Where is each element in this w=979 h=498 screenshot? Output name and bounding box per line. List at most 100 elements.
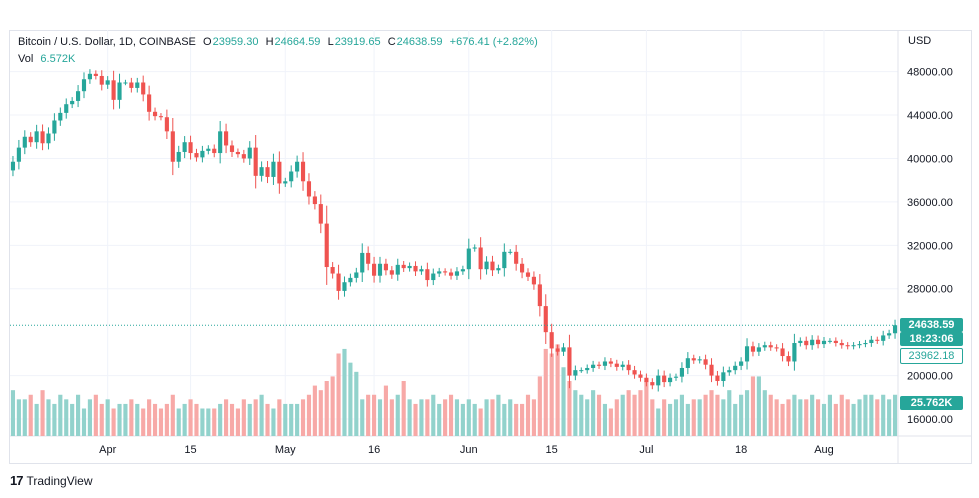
volume-bar — [377, 399, 383, 436]
chart-frame[interactable] — [9, 30, 972, 464]
candle-body — [135, 82, 140, 88]
volume-bar — [111, 408, 116, 436]
time-tick-label: 15 — [546, 444, 558, 456]
price-tick-label: 20000.00 — [907, 371, 953, 383]
volume-bar — [715, 394, 720, 436]
candle-body — [750, 346, 756, 352]
volume-bar — [875, 399, 880, 436]
candle-body — [419, 269, 424, 272]
candle-body — [123, 82, 128, 84]
candle-body — [715, 375, 720, 382]
volume-bar — [804, 399, 809, 436]
price-tick-label: 32000.00 — [907, 240, 953, 252]
volume-bar — [561, 367, 566, 436]
candle-body — [87, 73, 92, 80]
volume-bar — [721, 399, 726, 436]
volume-bar — [490, 399, 495, 436]
volume-bar — [164, 403, 169, 436]
volume-bar — [827, 394, 832, 436]
candle-body — [200, 150, 205, 158]
candle-body — [81, 79, 87, 92]
candle-body — [300, 161, 306, 182]
candle-body — [668, 377, 673, 383]
volume-bar — [567, 381, 572, 436]
volume-bar — [176, 408, 181, 436]
volume-bar — [733, 403, 738, 436]
volume-bar — [235, 408, 240, 436]
time-tick-label: Aug — [814, 444, 834, 456]
volume-bar — [591, 390, 596, 436]
volume-ma-badge: 25.762K — [900, 396, 963, 410]
volume-bar — [283, 403, 288, 436]
candle-body — [721, 372, 726, 382]
candle-body — [579, 370, 584, 372]
volume-bar — [271, 408, 276, 436]
candle-body — [437, 271, 442, 274]
volume-bar — [413, 403, 418, 436]
volume-bar — [342, 348, 347, 436]
tradingview-footer[interactable]: 17 TradingView — [10, 473, 93, 488]
volume-bar — [93, 394, 98, 436]
volume-bar — [188, 399, 193, 436]
price-tick-label: 36000.00 — [907, 197, 953, 209]
currency-label[interactable]: USD — [908, 35, 932, 47]
volume-label[interactable]: Vol — [18, 53, 34, 65]
volume-bar — [697, 399, 702, 436]
candle-body — [70, 100, 75, 105]
candle-body — [466, 248, 471, 270]
candle-body — [650, 382, 655, 386]
candle-body — [697, 359, 702, 361]
tradingview-brand: TradingView — [26, 473, 93, 488]
volume-bar — [833, 403, 838, 436]
volume-bar — [395, 394, 400, 436]
volume-bar — [448, 394, 454, 436]
candle-body — [798, 340, 803, 344]
volume-bar — [579, 394, 584, 436]
volume-bar — [816, 399, 821, 436]
volume-bar — [46, 399, 51, 436]
candle-body — [632, 370, 637, 375]
candle-body — [241, 154, 246, 159]
volume-bars — [10, 344, 898, 436]
low-label: L — [327, 36, 334, 48]
candle-body — [602, 361, 608, 366]
candle-body — [821, 340, 827, 345]
price-axis[interactable]: 48000.00 44000.00 40000.00 36000.00 32000.00… — [907, 67, 953, 426]
candle-body — [22, 136, 27, 148]
candle-body — [786, 356, 791, 362]
candle-body — [520, 263, 525, 273]
candle-body — [662, 375, 667, 383]
candle-body — [16, 147, 21, 162]
volume-bar — [620, 394, 625, 436]
time-axis[interactable]: Apr 15 May 16 Jun 15 Jul 18 Aug — [99, 444, 834, 456]
tradingview-logo-icon: 17 — [10, 473, 24, 488]
candle-body — [129, 82, 134, 88]
candle-body — [377, 263, 383, 276]
candle-body — [816, 339, 821, 345]
volume-bar — [265, 403, 270, 436]
grid-lines — [10, 30, 971, 464]
volume-bar — [218, 403, 223, 436]
candle-body — [626, 364, 631, 371]
volume-bar — [472, 403, 477, 436]
candle-body — [295, 161, 300, 172]
symbol-title[interactable]: Bitcoin / U.S. Dollar, 1D, COINBASE — [18, 36, 196, 48]
volume-bar — [892, 394, 898, 436]
time-tick-label: 18 — [735, 444, 747, 456]
candle-body — [443, 271, 448, 273]
volume-value: 6.572K — [40, 53, 76, 65]
volume-bar — [703, 394, 708, 436]
volume-bar — [158, 408, 164, 436]
candle-body — [212, 148, 217, 154]
candle-body — [259, 167, 264, 176]
candle-body — [253, 147, 258, 176]
candle-body — [147, 94, 152, 112]
volume-bar — [99, 403, 104, 436]
candle-body — [845, 345, 850, 347]
candle-body — [478, 247, 483, 270]
volume-bar — [685, 403, 690, 436]
time-tick-label: 16 — [368, 444, 380, 456]
volume-bar — [744, 390, 750, 436]
price-tick-label: 16000.00 — [907, 414, 953, 426]
